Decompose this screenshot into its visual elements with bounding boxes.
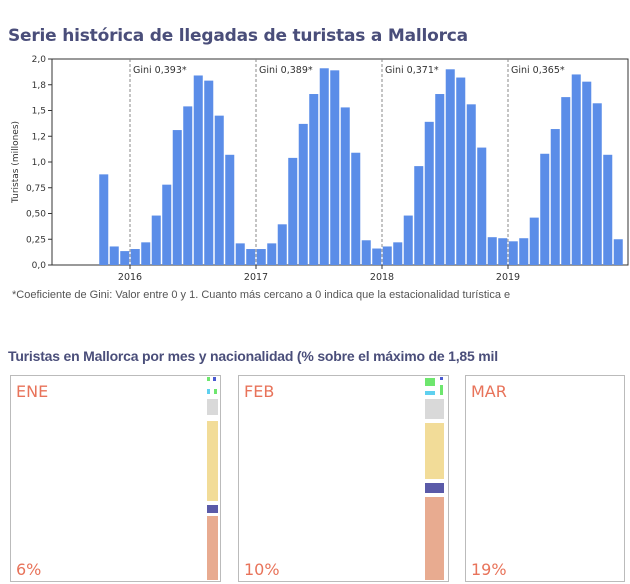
bar [109,246,119,265]
bar [613,239,623,265]
month-percent: 10% [244,560,280,579]
bar [424,121,434,265]
bar [592,103,602,265]
bar [330,70,340,265]
bar [498,238,508,265]
bar [382,246,392,265]
bar [445,69,455,265]
chart-title: Serie histórica de llegadas de turistas … [8,26,468,46]
bar [393,242,403,265]
segment-salmon [425,497,444,580]
x-tick-label: 2017 [244,272,268,280]
bar [214,115,224,266]
bar [120,251,130,265]
gini-annotation: Gini 0,393* [133,65,187,76]
bar [298,123,308,265]
bar [351,152,361,265]
bar [99,174,109,265]
segment-green [425,378,435,386]
bar [561,97,571,265]
bar [466,104,476,265]
month-percent: 6% [16,560,42,579]
segment-yellow [425,423,444,479]
segment-blue [440,377,443,380]
segment-blue [213,377,216,381]
bar [435,94,445,265]
bar [162,184,172,265]
segment-green [214,389,217,394]
segment-gray [425,399,444,419]
bar [309,94,319,265]
y-tick-label: 0,75 [26,184,46,194]
bar [487,237,497,265]
segment-navy [425,483,444,493]
segment-gray [207,399,218,415]
bar [361,240,371,265]
bar [246,249,256,265]
section-title: Turistas en Mallorca por mes y nacionali… [8,348,498,364]
gini-footnote: *Coeficiente de Gini: Valor entre 0 y 1.… [12,289,511,301]
arrivals-bar-chart: 0,0 0,25 0,50 0,75 1,0 1,2 1,5 1,8 2,0 Turistas (… [11,55,629,280]
bar [225,154,235,265]
segment-green [440,385,443,395]
bar [540,153,550,265]
gini-annotation: Gini 0,371* [385,65,439,76]
x-tick-label: 2016 [118,272,142,280]
bar [508,241,518,265]
bar [141,242,151,265]
bar [256,249,266,265]
bar [414,166,424,265]
bar [267,243,277,265]
bar [529,217,539,265]
y-axis-label: Turistas (millones) [11,121,21,204]
y-tick-label: 0,50 [26,210,46,220]
month-label: MAR [471,382,507,401]
bar [130,249,140,265]
segment-yellow [207,421,218,501]
bar [603,154,613,265]
bar [372,248,382,265]
month-panel-mar: MAR 19% [465,375,625,582]
bar [456,77,466,265]
bar [183,106,193,265]
gini-annotation: Gini 0,389* [259,65,313,76]
month-panel-feb: FEB 10% [238,375,449,582]
bar [340,107,350,265]
bar [550,129,560,265]
y-tick-label: 0,0 [32,261,47,271]
segment-cyan [207,389,210,394]
bar [582,81,592,265]
x-tick-label: 2019 [496,272,520,280]
month-panel-ene: ENE 6% [10,375,221,582]
y-tick-label: 1,5 [32,107,46,117]
bar [288,157,298,265]
segment-navy [207,505,218,513]
y-tick-label: 2,0 [32,55,47,65]
bar [319,68,329,265]
segment-salmon [207,516,218,580]
month-percent: 19% [471,560,507,579]
y-tick-label: 1,8 [32,81,47,91]
x-tick-label: 2018 [370,272,394,280]
y-tick-label: 0,25 [26,235,46,245]
y-tick-label: 1,2 [32,132,46,142]
bar [571,74,581,265]
month-label: FEB [244,382,275,401]
bar [477,147,487,265]
segment-cyan [425,391,435,395]
bar [193,75,203,265]
bar [235,243,245,265]
segment-green [207,377,210,381]
bar [172,130,182,265]
bar [519,238,529,265]
bar [204,80,214,265]
bar [403,215,413,265]
bar [151,215,161,265]
y-tick-label: 1,0 [32,158,47,168]
bar [277,224,287,265]
gini-annotation: Gini 0,365* [511,65,565,76]
month-label: ENE [16,382,49,401]
